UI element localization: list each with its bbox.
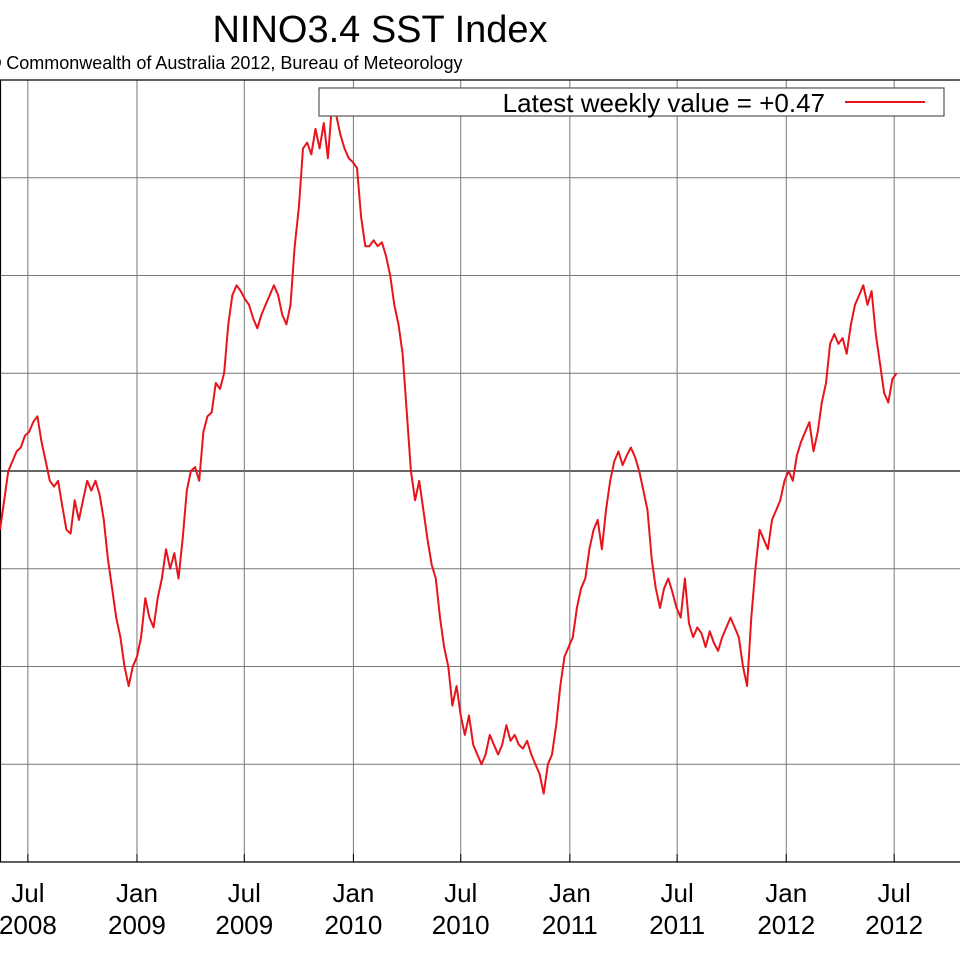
x-tick-label-year: 2009 [108,910,166,940]
x-tick-label-year: 2010 [432,910,490,940]
x-tick-label-year: 2011 [542,910,598,940]
x-tick-label-month: Jul [228,878,261,908]
x-tick-label-year: 2012 [757,910,815,940]
x-tick-label-month: Jul [878,878,911,908]
legend-box [318,87,945,117]
x-tick-label-year: 2010 [324,910,382,940]
x-tick-label-year: 2011 [649,910,705,940]
x-tick-label-month: Jul [444,878,477,908]
series-line [0,102,898,795]
axis-layer: Jul2008Jan2009Jul2009Jan2010Jul2010Jan20… [0,79,960,940]
x-tick-label-year: 2008 [0,910,57,940]
x-tick-label-month: Jul [661,878,694,908]
x-tick-label-month: Jan [116,878,158,908]
series-layer [0,102,898,795]
x-tick-label-year: 2012 [865,910,923,940]
legend: Latest weekly value = +0.47 [318,87,945,118]
x-tick-label-month: Jan [765,878,807,908]
x-tick-label-month: Jan [549,878,591,908]
x-tick-label-month: Jul [11,878,44,908]
grid-layer [0,79,960,863]
x-tick-label-year: 2009 [215,910,273,940]
chart-subtitle: © Commonwealth of Australia 2012, Bureau… [0,53,463,73]
legend-label: Latest weekly value = +0.47 [503,88,825,118]
chart-title: NINO3.4 SST Index [212,9,548,51]
x-tick-label-month: Jan [332,878,374,908]
